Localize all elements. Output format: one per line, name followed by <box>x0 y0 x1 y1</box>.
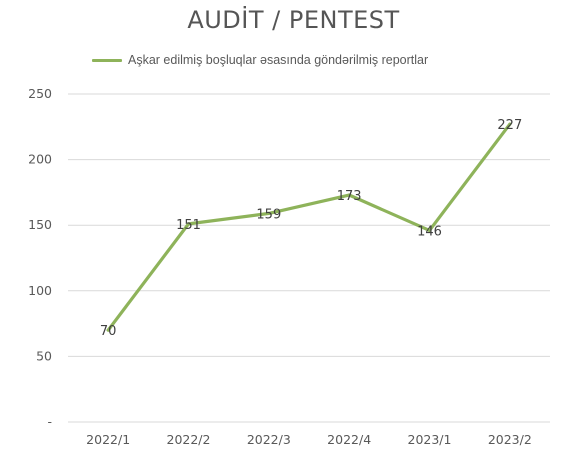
y-tick-label: 150 <box>28 217 52 232</box>
x-tick-label: 2023/2 <box>488 432 532 447</box>
y-tick-label: 200 <box>28 152 52 167</box>
y-tick-label: 100 <box>28 283 52 298</box>
legend-label: Aşkar edilmiş boşluqlar əsasında göndəri… <box>128 53 429 67</box>
x-tick-label: 2022/1 <box>86 432 130 447</box>
data-label: 159 <box>256 207 281 222</box>
legend-swatch <box>92 58 122 62</box>
data-point <box>267 211 271 215</box>
x-tick-label: 2022/3 <box>247 432 291 447</box>
data-point <box>508 122 512 126</box>
y-tick-label: 250 <box>28 86 52 101</box>
x-tick-label: 2023/1 <box>408 432 452 447</box>
data-point <box>347 193 351 197</box>
data-point <box>106 328 110 332</box>
data-point <box>428 228 431 232</box>
chart-title: AUDİT / PENTEST <box>187 6 400 34</box>
data-point <box>187 222 190 226</box>
data-label: 151 <box>176 218 201 233</box>
data-label: 173 <box>337 189 362 204</box>
data-label: 227 <box>497 118 522 133</box>
data-label: 146 <box>417 224 442 239</box>
y-tick-label: 50 <box>36 348 52 363</box>
y-tick-label: - <box>47 414 52 429</box>
legend: Aşkar edilmiş boşluqlar əsasında göndəri… <box>92 53 428 67</box>
series-line <box>106 122 512 332</box>
data-label: 70 <box>100 324 117 339</box>
x-tick-label: 2022/4 <box>327 432 371 447</box>
x-tick-label: 2022/2 <box>167 432 211 447</box>
